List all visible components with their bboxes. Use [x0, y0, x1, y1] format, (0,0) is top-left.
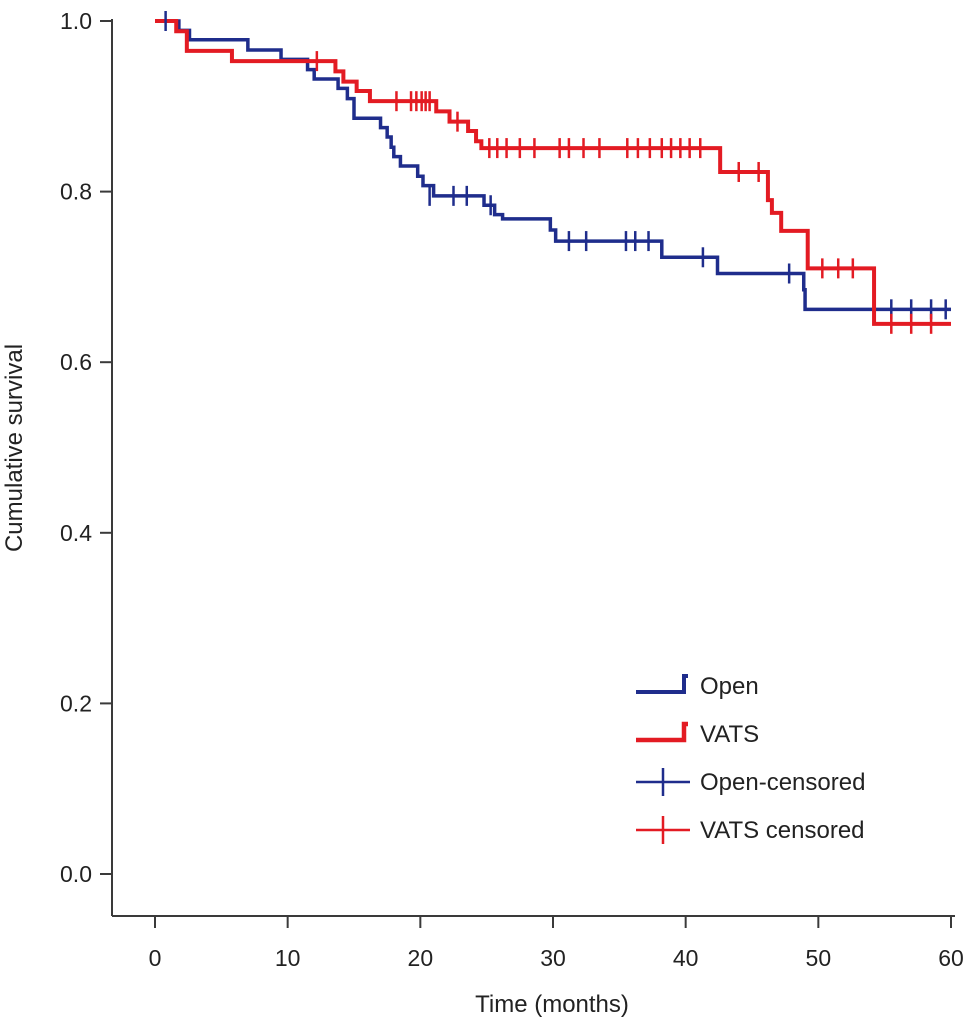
- x-tick-label: 10: [275, 945, 301, 971]
- series-layer: [155, 19, 951, 326]
- x-tick-label: 40: [673, 945, 699, 971]
- x-tick-label: 60: [938, 945, 964, 971]
- legend-swatch-open: [636, 674, 688, 694]
- y-tick-label: 0.2: [60, 690, 92, 716]
- legend: Open VATS Open-censored VATS censored: [636, 673, 865, 844]
- x-tick-label: 20: [408, 945, 434, 971]
- y-tick-label: 0.8: [60, 179, 92, 205]
- y-tick-label: 0.4: [60, 520, 92, 546]
- x-tick-label: 0: [149, 945, 162, 971]
- legend-label-vats: VATS: [700, 721, 759, 748]
- censor-layer: [164, 11, 947, 334]
- x-axis-label: Time (months): [475, 991, 629, 1018]
- series-line-open: [155, 19, 951, 312]
- legend-label-open-censored: Open-censored: [700, 769, 865, 796]
- y-axis-label: Cumulative survival: [1, 344, 28, 552]
- y-tick-label: 0.0: [60, 861, 92, 887]
- x-tick-label: 30: [540, 945, 566, 971]
- y-tick-label: 1.0: [60, 8, 92, 34]
- legend-swatch-vats: [636, 721, 688, 743]
- legend-label-open: Open: [700, 673, 759, 700]
- y-tick-label: 0.6: [60, 349, 92, 375]
- legend-label-vats-censored: VATS censored: [700, 817, 865, 844]
- axes: 0.0 0.2 0.4 0.6 0.8 1.0 0 10 20 30 40 50 60: [60, 8, 964, 971]
- x-tick-label: 50: [806, 945, 832, 971]
- series-line-vats: [155, 19, 951, 326]
